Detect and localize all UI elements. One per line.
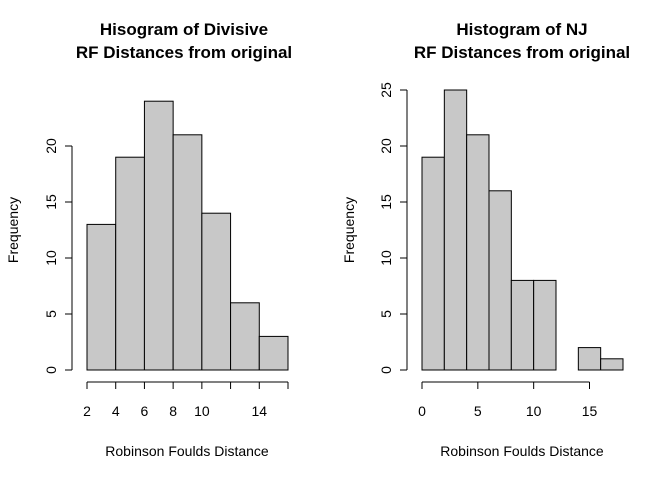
histogram-bar bbox=[488, 190, 512, 371]
y-axis-label: Frequency bbox=[341, 197, 357, 263]
x-tick-label: 5 bbox=[474, 403, 482, 419]
chart-title-line-2: RF Distances from original bbox=[76, 43, 292, 62]
y-tick-label: 15 bbox=[378, 194, 394, 210]
histogram-bar bbox=[600, 358, 624, 371]
histogram-bar bbox=[421, 156, 445, 371]
y-tick-label: 15 bbox=[43, 194, 59, 210]
bars bbox=[86, 100, 289, 371]
chart-title-line-2: RF Distances from original bbox=[414, 43, 630, 62]
y-axis-label: Frequency bbox=[5, 197, 21, 263]
histogram-bar bbox=[230, 302, 260, 371]
y-tick-label: 5 bbox=[43, 310, 59, 318]
x-axis: 2 4 6 8 10 14 bbox=[83, 381, 289, 419]
nj-histogram-panel: Histogram of NJ RF Distances from origin… bbox=[341, 20, 630, 459]
histogram-bar bbox=[533, 279, 557, 371]
histogram-bar bbox=[577, 347, 602, 371]
x-tick-label: 15 bbox=[582, 403, 598, 419]
y-tick-label: 10 bbox=[378, 250, 394, 266]
y-tick-label: 10 bbox=[43, 250, 59, 266]
x-tick-label: 14 bbox=[251, 403, 267, 419]
histogram-bar bbox=[201, 212, 232, 371]
histogram-bar bbox=[86, 223, 117, 371]
y-tick-label: 20 bbox=[43, 138, 59, 154]
histogram-bar bbox=[115, 156, 145, 371]
y-axis: 0 5 10 15 20 25 bbox=[378, 82, 408, 374]
x-axis: 0 5 10 15 bbox=[418, 381, 598, 419]
y-tick-label: 25 bbox=[378, 82, 394, 98]
x-tick-label: 10 bbox=[194, 403, 210, 419]
x-tick-label: 6 bbox=[141, 403, 149, 419]
bars bbox=[421, 89, 624, 371]
chart-title-line-1: Histogram of NJ bbox=[456, 20, 587, 39]
y-tick-label: 20 bbox=[378, 138, 394, 154]
histogram-bar bbox=[443, 89, 468, 371]
y-axis: 0 5 10 15 20 bbox=[43, 138, 73, 374]
histogram-bar bbox=[510, 279, 535, 371]
x-tick-label: 4 bbox=[112, 403, 120, 419]
chart-title-line-1: Hisogram of Divisive bbox=[100, 20, 268, 39]
x-tick-label: 10 bbox=[526, 403, 542, 419]
y-tick-label: 0 bbox=[378, 366, 394, 374]
divisive-histogram-panel: Hisogram of Divisive RF Distances from o… bbox=[5, 20, 292, 459]
x-tick-label: 8 bbox=[169, 403, 177, 419]
histogram-bar bbox=[143, 100, 174, 371]
x-tick-label: 0 bbox=[418, 403, 426, 419]
histogram-bar bbox=[172, 134, 203, 371]
x-tick-label: 2 bbox=[83, 403, 91, 419]
x-axis-label: Robinson Foulds Distance bbox=[105, 443, 269, 459]
x-axis-label: Robinson Foulds Distance bbox=[440, 443, 604, 459]
y-tick-label: 5 bbox=[378, 310, 394, 318]
y-tick-label: 0 bbox=[43, 366, 59, 374]
histogram-bar bbox=[258, 335, 289, 371]
histogram-bar bbox=[466, 134, 490, 371]
